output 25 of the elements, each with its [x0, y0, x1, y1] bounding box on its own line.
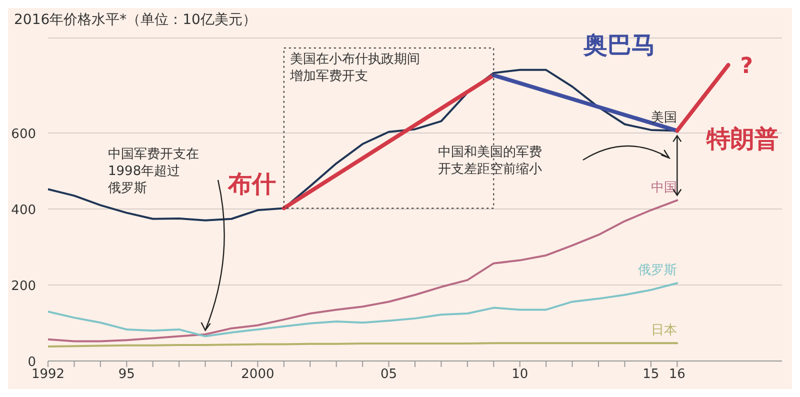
- series-label: 日本: [651, 323, 678, 338]
- series-label: 特朗普: [705, 124, 778, 153]
- y-tick-label: 0: [28, 355, 36, 370]
- annotation: ?: [740, 54, 754, 79]
- series-label: 布什: [226, 170, 276, 198]
- annotation: 中国军费开支在1998年超过俄罗斯: [108, 147, 199, 196]
- annotation: 美国在小布什执政期间增加军费开支: [288, 51, 420, 84]
- y-tick-label: 600: [11, 127, 36, 142]
- x-tick-label: 1992: [31, 367, 65, 382]
- series-label: 中国: [651, 180, 678, 196]
- chart-title: 2016年价格水平*（单位：10亿美元）: [14, 12, 256, 28]
- annotation: 中国和美国的军费开支差距空前缩小: [438, 144, 542, 177]
- x-tick-label: 2000: [241, 367, 274, 382]
- series-label: 俄罗斯: [638, 263, 678, 278]
- line-series: [48, 282, 678, 338]
- line-series: [48, 199, 678, 342]
- x-tick-label: 15: [642, 367, 660, 382]
- y-tick-label: 400: [11, 203, 36, 218]
- y-tick-label: 200: [11, 279, 36, 294]
- x-tick-label: 16: [668, 367, 686, 382]
- series-label: 美国: [651, 110, 678, 126]
- x-tick-label: 95: [118, 367, 135, 382]
- x-tick-label: 10: [512, 367, 528, 382]
- x-tick-label: 05: [380, 367, 398, 382]
- series-label: 奥巴马: [582, 31, 656, 60]
